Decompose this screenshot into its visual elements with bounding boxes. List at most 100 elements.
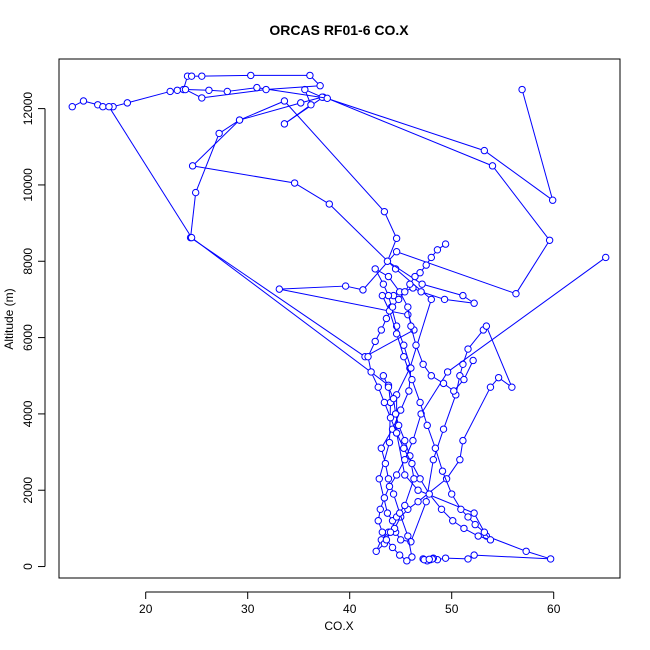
data-point [395,509,404,517]
series-line-segment [409,299,432,369]
data-point [380,398,389,407]
data-point [408,553,416,561]
data-point [99,103,107,111]
series-line-segment [190,192,197,238]
data-point [439,425,448,433]
data-point [105,103,113,111]
series-line-segment [462,386,491,441]
data-point [486,536,495,544]
data-point [381,459,390,468]
data-point [488,162,497,170]
series-line-segment [485,325,513,388]
data-point [253,83,261,92]
data-point [380,207,389,216]
x-tick-label: 20 [139,602,153,616]
data-point [377,326,386,334]
data-point [166,87,174,96]
series-line-segment [443,394,457,430]
data-point [469,356,477,365]
data-point [376,505,384,514]
data-point [247,71,255,80]
data-point [262,85,270,94]
data-point [392,471,401,479]
data-point [325,200,333,208]
series-line-segment [185,89,209,91]
data-point [408,375,416,384]
data-point [384,291,393,300]
data-point [422,497,430,506]
data-point [459,291,467,300]
data-point [400,444,408,452]
data-point [392,429,401,437]
series-line-segment [411,379,421,403]
data-point [401,455,409,464]
data-point [522,547,530,555]
series-line-segment [396,367,411,396]
series-line-segment [388,402,391,443]
data-point [275,285,284,293]
data-point [297,99,305,107]
data-point [123,99,132,107]
data-point [414,486,422,494]
data-point [423,421,431,430]
data-point [460,375,468,384]
data-point [187,233,196,242]
y-axis-label: Altitude (m) [2,288,16,349]
data-point [431,444,440,452]
y-tick-label: 8000 [21,248,35,275]
data-point [548,196,557,204]
data-point [441,240,450,248]
data-point [494,373,503,382]
data-point [341,282,350,290]
data-point [404,532,412,540]
data-point [459,436,467,445]
data-point [457,505,465,514]
series-line-segment [389,310,398,334]
series-line-segment [192,119,240,167]
data-point [427,253,435,262]
data-point [416,475,424,483]
data-point [379,372,388,380]
series-line-segment [383,211,398,239]
data-point [401,471,409,479]
series-line-segment [444,298,475,304]
data-point [392,330,401,338]
data-point [404,303,412,311]
data-point [416,398,424,407]
data-point [470,551,478,559]
series-line-segment [294,182,330,205]
data-point [389,394,398,403]
series-line-segment [284,104,312,125]
data-point [364,352,372,361]
data-point [409,436,417,445]
data-point [290,179,299,187]
data-point [382,536,391,544]
data-point [392,234,401,243]
data-point [474,532,482,540]
data-point [470,509,478,517]
data-point [392,248,401,256]
y-tick-label: 6000 [21,324,35,351]
data-point [427,295,435,304]
series-line-segment [409,455,415,479]
data-point [223,87,232,96]
data-point [385,482,394,491]
data-point [460,524,468,533]
series-4 [371,253,610,565]
series-line-segment [387,260,423,285]
data-point [416,269,424,277]
series-line-segment [515,240,551,294]
data-point [508,383,516,391]
data-point [191,188,200,197]
series-line-segment [239,100,285,121]
series-line-segment [362,251,397,291]
series-line-segment [279,285,346,290]
data-point [412,341,420,349]
series-line-segment [396,251,517,295]
series-line-segment [445,557,469,560]
series-line-segment [420,291,445,300]
series-line-segment [364,329,415,358]
series-line-segment [434,448,443,472]
data-point [545,236,554,244]
x-tick-label: 60 [547,602,561,616]
